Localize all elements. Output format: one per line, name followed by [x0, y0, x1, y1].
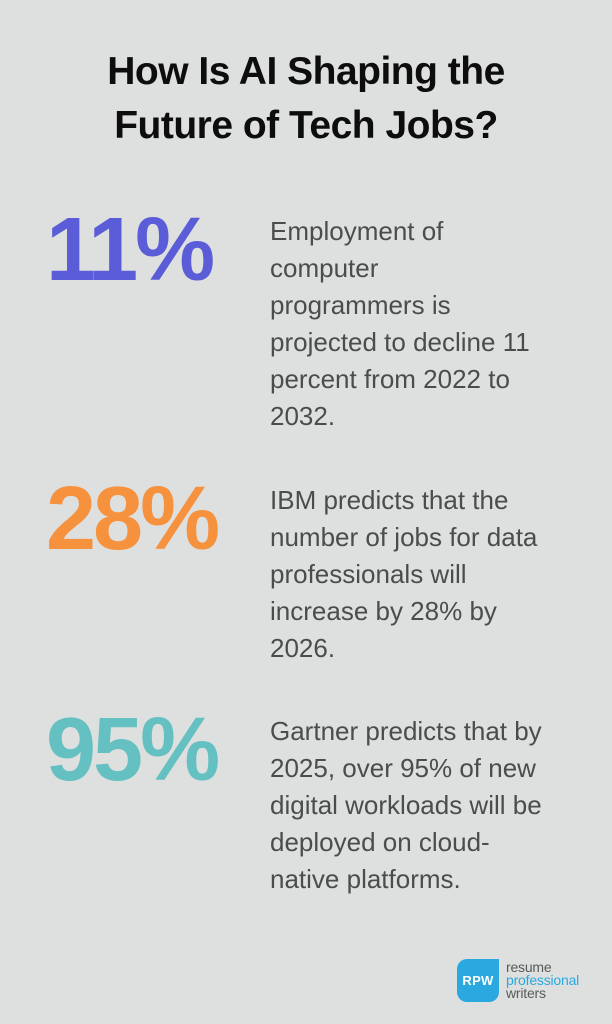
logo-word-resume: resume	[506, 959, 552, 975]
logo-word-writers: writers	[506, 985, 546, 1001]
rpw-logo-badge-icon: RPW	[457, 959, 499, 1002]
rpw-logo: RPW resume professional writers	[457, 959, 579, 1002]
rpw-logo-wordmark: resume professional writers	[506, 959, 579, 1000]
stat-value-28-percent: 28%	[46, 469, 220, 569]
stat-row-programmers: 11% Employment of computer programmers i…	[46, 200, 612, 435]
logo-word-professional: professional	[506, 972, 580, 988]
stat-row-cloud-workloads: 95% Gartner predicts that by 2025, over …	[46, 700, 612, 898]
stat-value-11-percent: 11%	[46, 200, 215, 300]
stat-description-programmers: Employment of computer programmers is pr…	[270, 216, 530, 431]
stat-row-data-professionals: 28% IBM predicts that the number of jobs…	[46, 469, 612, 667]
stat-description-cloud-workloads: Gartner predicts that by 2025, over 95% …	[270, 716, 542, 894]
stat-description-data-professionals: IBM predicts that the number of jobs for…	[270, 485, 538, 663]
stat-value-95-percent: 95%	[46, 700, 220, 800]
page-title: How Is AI Shaping the Future of Tech Job…	[107, 50, 505, 147]
